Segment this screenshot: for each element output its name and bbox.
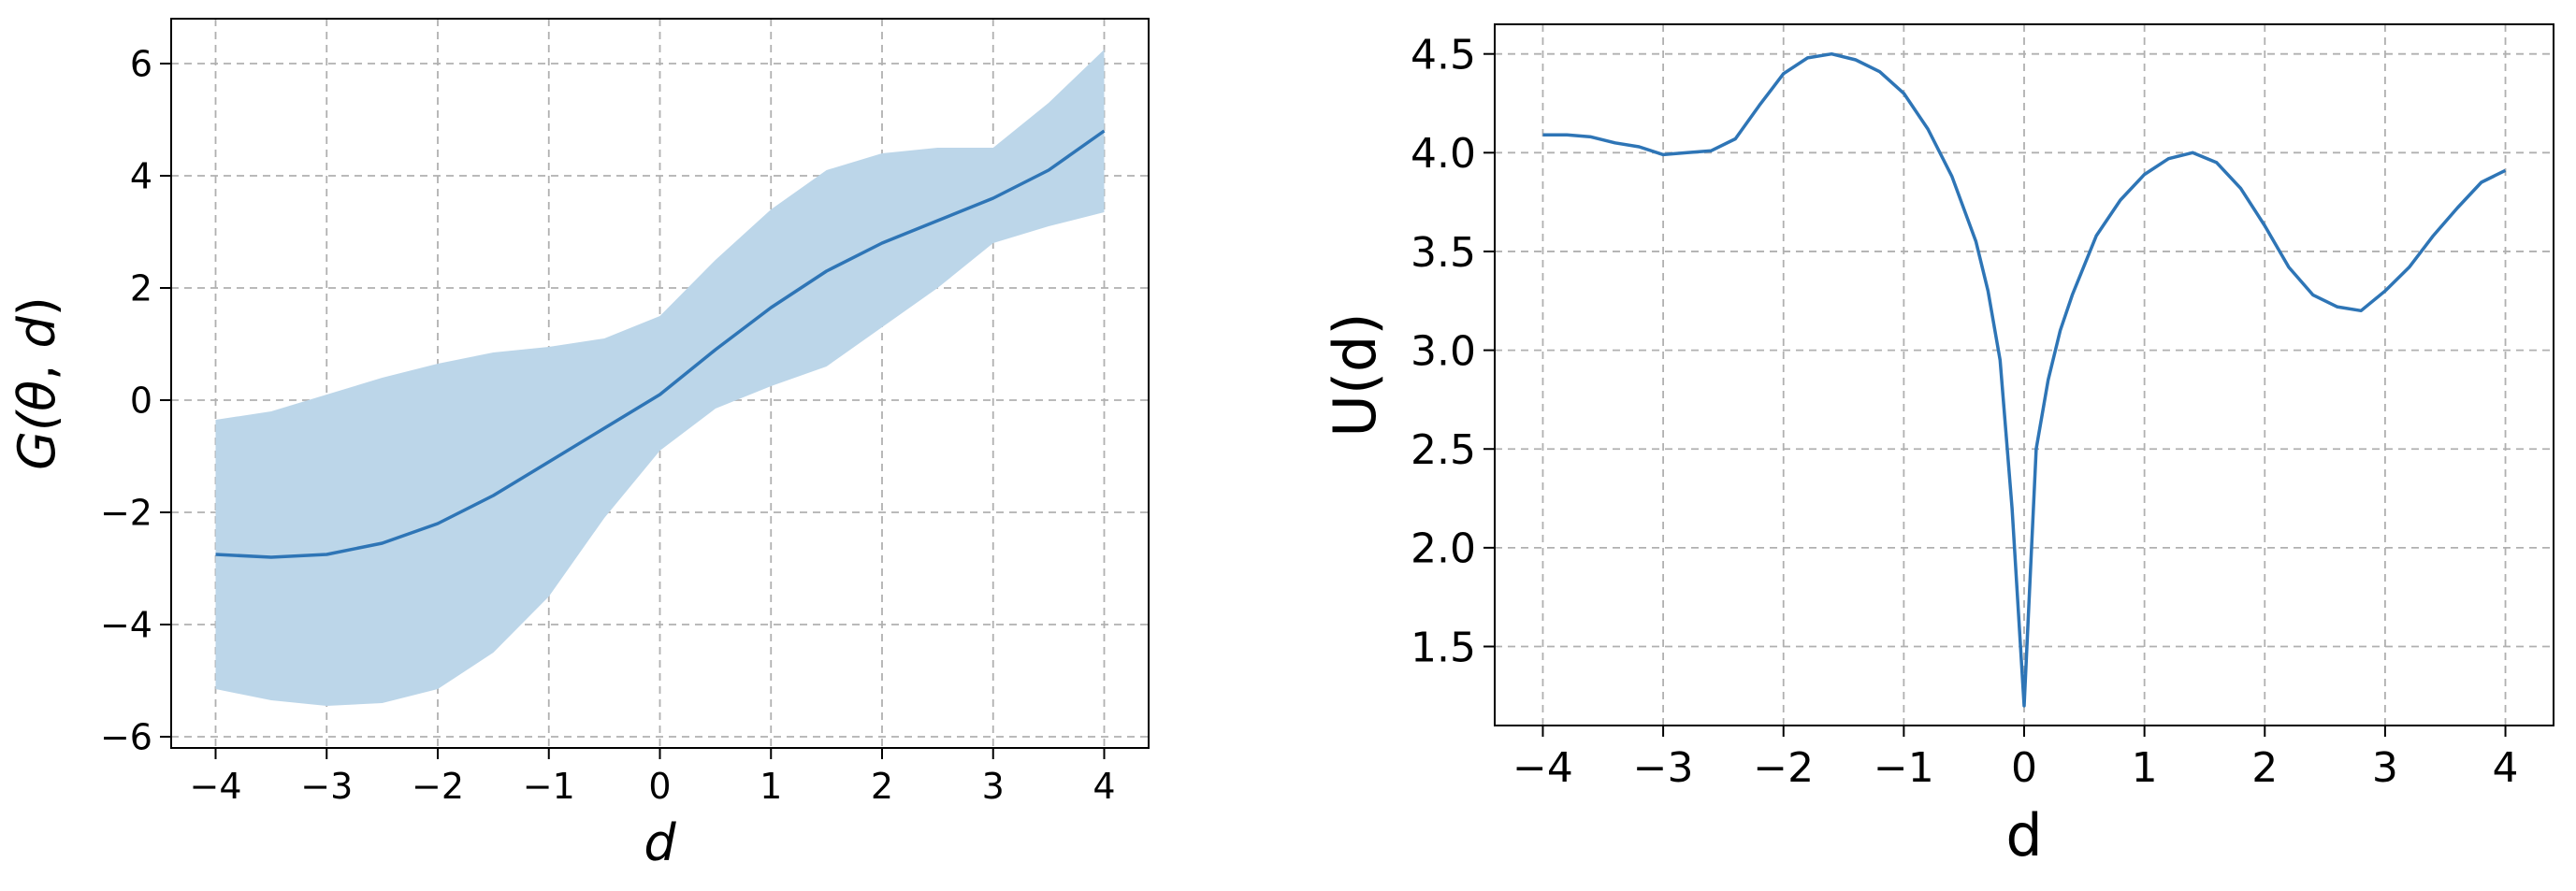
left-y-label-d: d bbox=[7, 316, 66, 349]
x-tick-label: 4 bbox=[1093, 766, 1115, 807]
left-ticks: −4 −3 −2 −1 0 1 2 3 4 −6 −4 −2 0 2 4 6 bbox=[100, 44, 1116, 807]
left-chart: −4 −3 −2 −1 0 1 2 3 4 −6 −4 −2 0 2 4 6 d G(θ, d) bbox=[7, 18, 1150, 872]
y-tick-label: 6 bbox=[130, 44, 152, 85]
x-tick-label: −3 bbox=[1633, 744, 1694, 792]
x-tick-label: 3 bbox=[2372, 744, 2398, 792]
x-tick-label: −2 bbox=[1753, 744, 1814, 792]
y-tick-label: 2 bbox=[130, 268, 152, 309]
y-tick-label: 3.0 bbox=[1411, 327, 1476, 375]
left-mean-line-group bbox=[215, 129, 1106, 559]
left-x-axis-label: d bbox=[644, 813, 676, 872]
mean-line bbox=[215, 129, 1106, 559]
x-tick-label: 2 bbox=[2251, 744, 2278, 792]
right-x-axis-label: d bbox=[2005, 801, 2042, 869]
y-tick-label: 1.5 bbox=[1411, 624, 1476, 671]
right-ticks: −4 −3 −2 −1 0 1 2 3 4 1.5 2.0 2.5 3.0 3.5 4.0 4.5 bbox=[1411, 32, 2519, 792]
y-tick-label: 4.5 bbox=[1411, 32, 1476, 79]
y-tick-label: 4.0 bbox=[1411, 130, 1476, 178]
left-y-label-part-a: G( bbox=[7, 409, 66, 470]
x-tick-label: −3 bbox=[300, 766, 353, 807]
y-tick-label: 3.5 bbox=[1411, 229, 1476, 277]
left-y-label-part-c: , bbox=[7, 349, 66, 381]
x-tick-label: 3 bbox=[982, 766, 1005, 807]
x-tick-label: 0 bbox=[648, 766, 671, 807]
left-confidence-band-group bbox=[215, 50, 1105, 706]
x-tick-label: 4 bbox=[2493, 744, 2519, 792]
x-tick-label: −1 bbox=[1874, 744, 1934, 792]
x-tick-label: −4 bbox=[1512, 744, 1573, 792]
y-tick-label: −4 bbox=[100, 605, 152, 646]
confidence-band bbox=[215, 50, 1105, 706]
right-gridlines bbox=[1495, 24, 2554, 726]
left-y-label-theta: θ bbox=[7, 381, 66, 411]
right-y-axis-label: U(d) bbox=[1321, 312, 1389, 437]
y-tick-label: 2.0 bbox=[1411, 525, 1476, 573]
x-tick-label: −2 bbox=[412, 766, 464, 807]
x-tick-label: 2 bbox=[871, 766, 893, 807]
right-chart: −4 −3 −2 −1 0 1 2 3 4 1.5 2.0 2.5 3.0 3.5 4.0 4.5 d U(d… bbox=[1321, 23, 2554, 869]
x-tick-label: 1 bbox=[2132, 744, 2158, 792]
y-tick-label: 4 bbox=[130, 156, 152, 197]
utility-line bbox=[1542, 51, 2507, 708]
left-y-label-part-e: ) bbox=[7, 296, 66, 316]
y-tick-label: −2 bbox=[100, 493, 152, 534]
x-tick-label: −4 bbox=[189, 766, 241, 807]
y-tick-label: −6 bbox=[100, 717, 152, 758]
left-y-axis-label: G(θ, d) bbox=[7, 296, 66, 470]
y-tick-label: 0 bbox=[130, 381, 152, 422]
right-utility-line-group bbox=[1542, 51, 2507, 708]
x-tick-label: 0 bbox=[2011, 744, 2037, 792]
x-tick-label: −1 bbox=[523, 766, 575, 807]
y-tick-label: 2.5 bbox=[1411, 426, 1476, 474]
x-tick-label: 1 bbox=[760, 766, 782, 807]
